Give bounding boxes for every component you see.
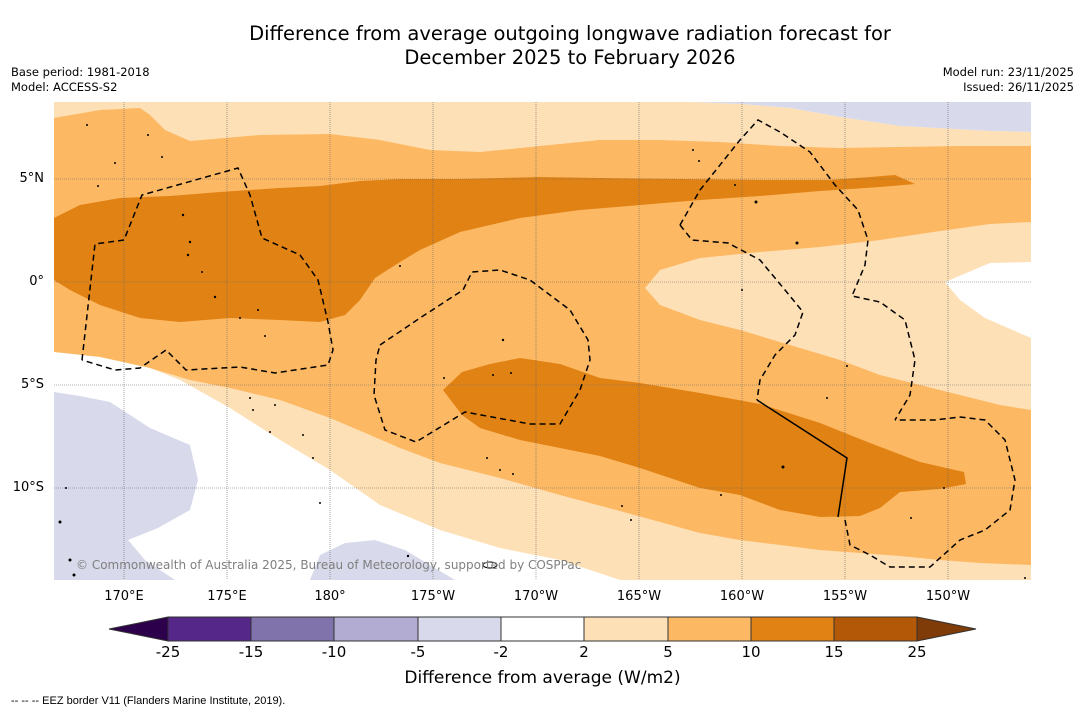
copyright-notice: © Commonwealth of Australia 2025, Bureau… [76,558,582,572]
chart-title: Difference from average outgoing longwav… [170,22,970,70]
eez-border-phoenix-islands [373,269,591,443]
colorbar-tick-2: 2 [579,643,589,661]
eez-border-line-islands-south [844,416,1016,568]
colorbar-tick-10: 10 [741,643,761,661]
title-line-1: Difference from average outgoing longwav… [249,22,891,45]
lon-label-175e: 175°E [207,589,247,604]
colorbar-bin-neg15-neg10 [250,616,335,642]
issued-date: Issued: 26/11/2025 [963,79,1074,94]
colorbar-bin-2-5 [583,616,669,642]
eez-border-solid-segment [756,399,848,518]
colorbar-tick-neg25: -25 [155,643,181,661]
map-plot-area [54,102,1031,580]
lon-label-150w: 150°W [925,589,971,604]
meta-left: Base period: 1981-2018 Model: ACCESS-S2 [11,65,150,94]
negative-region-northeast [690,102,1031,132]
colorbar-title: Difference from average (W/m2) [404,668,681,688]
colorbar-bin-neg10-neg5 [333,616,419,642]
meta-right: Model run: 23/11/2025 Issued: 26/11/2025 [943,65,1074,94]
colorbar-tick-neg2: -2 [493,643,509,661]
lon-label-155w: 155°W [822,589,868,604]
positive-10-15-south-band [443,358,966,517]
eez-border-gilbert-islands [81,167,334,374]
colorbar-bin-neg25-neg15 [167,616,252,642]
colorbar-extend-low [108,616,169,642]
colorbar-tick-5: 5 [663,643,673,661]
colorbar-tick-neg10: -10 [321,643,347,661]
lat-label-0: 0° [29,274,44,289]
negative-region-south-center [310,540,455,580]
model-name: Model: ACCESS-S2 [11,79,118,94]
lon-label-175w: 175°W [410,589,456,604]
colorbar-tick-15: 15 [824,643,844,661]
colorbar-tick-neg5: -5 [410,643,426,661]
graticule [54,102,1031,580]
eez-borders [81,119,1016,568]
lon-label-170w: 170°W [513,589,559,604]
lon-label-165w: 165°W [616,589,662,604]
islands [58,124,1026,579]
eez-border-line-islands-center [679,224,804,401]
colorbar-tick-25: 25 [907,643,927,661]
colorbar-bin-5-10 [667,616,752,642]
colorbar-extend-high [916,616,977,642]
colorbar-bin-15-25 [833,616,918,642]
lon-label-170e: 170°E [104,589,144,604]
lat-label-5s: 5°S [20,377,44,392]
positive-10-15-north-band [54,175,915,322]
colorbar-tick-neg15: -15 [238,643,264,661]
colorbar-bin-neg5-neg2 [417,616,502,642]
lat-label-10s: 10°S [12,480,44,495]
lat-label-5n: 5°N [19,171,45,186]
colorbar-bin-neg2-2 [500,616,585,642]
title-line-2: December 2025 to February 2026 [404,46,736,69]
base-period: Base period: 1981-2018 [11,65,150,79]
negative-region-southwest [54,392,198,580]
eez-legend-note: -- -- -- EEZ border V11 (Flanders Marine… [11,695,286,707]
lon-label-180: 180° [314,589,346,604]
eez-border-line-islands-north [679,119,916,421]
colorbar [108,616,977,642]
colorbar-bin-10-15 [750,616,835,642]
lon-label-160w: 160°W [719,589,765,604]
model-run-date: Model run: 23/11/2025 [942,65,1074,79]
